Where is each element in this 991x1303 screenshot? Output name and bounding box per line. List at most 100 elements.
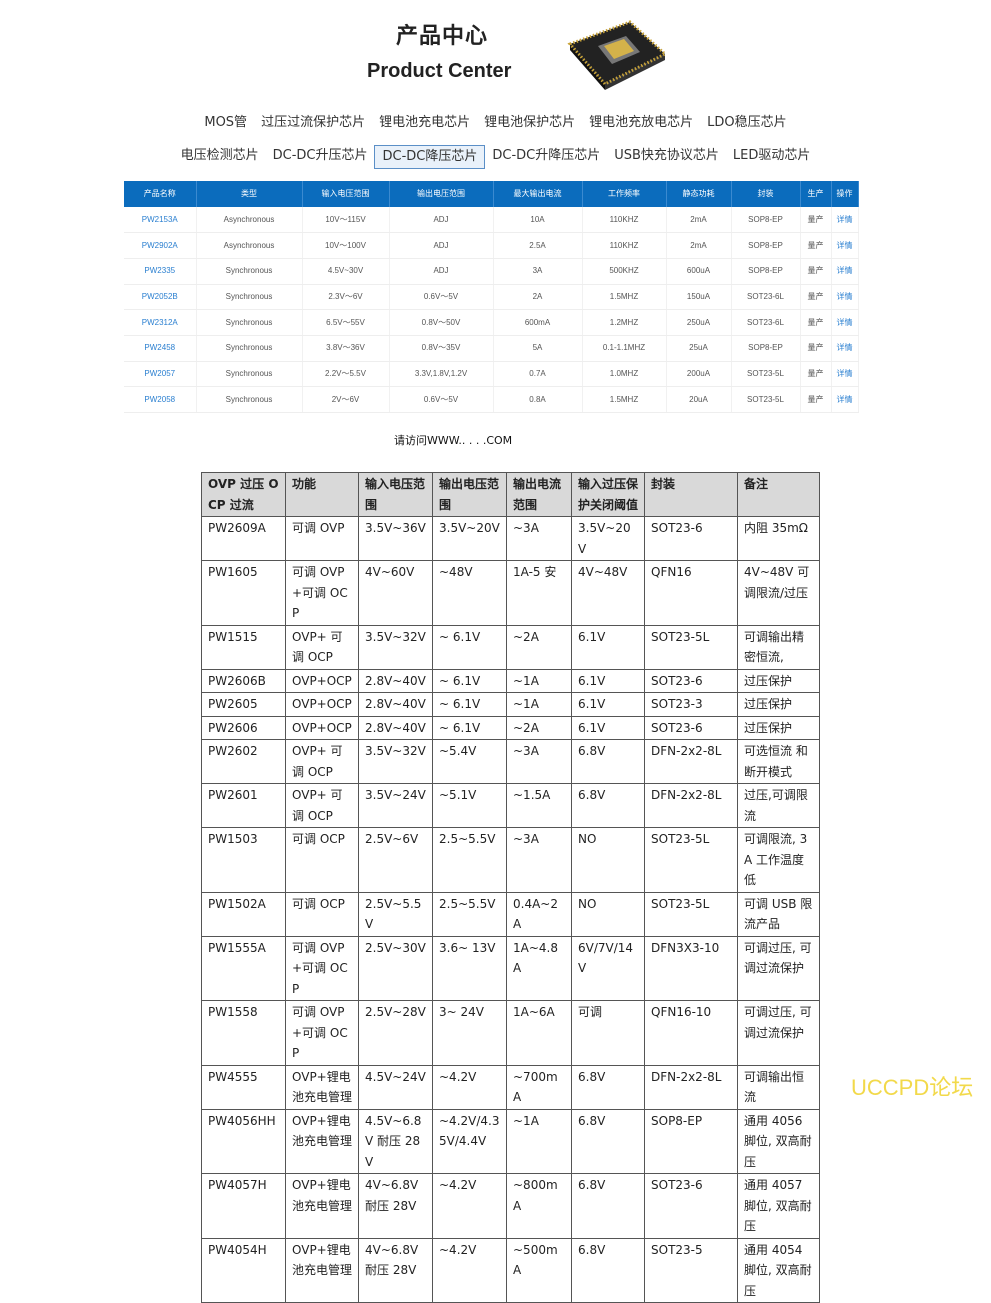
table-cell: 过压保护	[737, 715, 820, 740]
details-link[interactable]: 详情	[831, 361, 859, 388]
table-cell: 6.8V	[571, 1173, 645, 1239]
category-tab[interactable]: LED驱动芯片	[732, 148, 811, 163]
category-tab[interactable]: MOS管	[204, 115, 248, 130]
category-tab[interactable]: DC-DC降压芯片	[374, 145, 486, 169]
table-cell: 6.1V	[571, 668, 645, 693]
table-row: PW1503 可调 OCP 2.5V~6V 2.5~5.5V ~3A NO SOT23-5L…	[201, 827, 820, 893]
table-cell: ~800mA	[506, 1173, 572, 1239]
table-cell: 2.2V～5.5V	[302, 361, 390, 388]
table-cell: OVP+OCP	[285, 692, 359, 717]
table-cell: 可调 OVP+可调 OCP	[285, 935, 359, 1001]
product-link[interactable]: PW2902A	[124, 232, 197, 259]
product-link[interactable]: PW2458	[124, 335, 197, 362]
table-cell: 量产	[800, 232, 832, 259]
category-tab[interactable]: USB快充协议芯片	[614, 148, 719, 163]
table-cell: ~4.2V	[432, 1064, 507, 1110]
column-header: 生产	[800, 181, 832, 207]
category-tab[interactable]: LDO稳压芯片	[707, 115, 787, 130]
table-cell: 可调 USB 限流产品	[737, 891, 820, 937]
details-link[interactable]: 详情	[831, 207, 859, 234]
table-cell: 4.5V~24V	[358, 1064, 433, 1110]
table-cell: SOT23-6	[644, 715, 738, 740]
details-link[interactable]: 详情	[831, 284, 859, 311]
table-cell: ~ 6.1V	[432, 668, 507, 693]
table-row: PW1515 OVP+ 可调 OCP 3.5V~32V ~ 6.1V ~2A 6.1V SO…	[201, 624, 820, 670]
table-cell: 4.5V~6.8V 耐压 28V	[358, 1108, 433, 1174]
table-cell: PW1515	[201, 624, 286, 670]
table-cell: 3.3V,1.8V,1.2V	[389, 361, 494, 388]
table-cell: 600mA	[493, 309, 583, 336]
details-link[interactable]: 详情	[831, 386, 859, 413]
table-row: PW1502A 可调 OCP 2.5V~5.5V 2.5~5.5V 0.4A~2A NO S…	[201, 891, 820, 937]
table-row: PW2606 OVP+OCP 2.8V~40V ~ 6.1V ~2A 6.1V SOT23-…	[201, 715, 820, 740]
table-cell: SOP8-EP	[731, 258, 801, 285]
table-cell: SOT23-5L	[644, 624, 738, 670]
table-row: PW2153A Asynchronous 10V～115V ADJ 10A 110KHZ 2…	[124, 207, 859, 234]
table-cell: SOT23-6	[644, 668, 738, 693]
table-cell: OVP+OCP	[285, 715, 359, 740]
table-cell: 通用 4057 脚位, 双高耐压	[737, 1173, 820, 1239]
table-row: PW2602 OVP+ 可调 OCP 3.5V~32V ~5.4V ~3A 6.8V DFN…	[201, 739, 820, 784]
table-cell: 3.5V~32V	[358, 739, 433, 784]
table-cell: ~1A	[506, 692, 572, 717]
table-cell: 1A~6A	[506, 1000, 572, 1066]
table-row: PW2606B OVP+OCP 2.8V~40V ~ 6.1V ~1A 6.1V SOT23…	[201, 668, 820, 693]
table-cell: 2.5A	[493, 232, 583, 259]
table-cell: PW4056HH	[201, 1108, 286, 1174]
table-row: PW1558 可调 OVP+可调 OCP 2.5V~28V 3~ 24V 1A~6A 可调…	[201, 1000, 820, 1066]
table-row: PW1555A 可调 OVP+可调 OCP 2.5V~30V 3.6~ 13V 1A~4…	[201, 935, 820, 1001]
table-cell: PW1502A	[201, 891, 286, 937]
table-cell: PW4057H	[201, 1173, 286, 1239]
table-row: PW1605 可调 OVP+可调 OCP 4V~60V ~48V 1A-5 安 4V~48…	[201, 560, 820, 626]
product-link[interactable]: PW2058	[124, 386, 197, 413]
category-nav-row2: 电压检测芯片 DC-DC升压芯片 DC-DC降压芯片 DC-DC升降压芯片 USB快充协…	[0, 145, 991, 169]
table-cell: PW1605	[201, 560, 286, 626]
category-tab[interactable]: 锂电池保护芯片	[484, 115, 576, 130]
table-cell: SOT23-5L	[644, 891, 738, 937]
table-cell: 过压保护	[737, 692, 820, 717]
table-cell: 2.5V~30V	[358, 935, 433, 1001]
table-cell: PW2609A	[201, 516, 286, 561]
category-tab[interactable]: 锂电池充放电芯片	[589, 115, 694, 130]
table-cell: ~1A	[506, 1108, 572, 1174]
column-header: 操作	[831, 181, 859, 207]
table-cell: 4V~6.8V 耐压 28V	[358, 1173, 433, 1239]
details-link[interactable]: 详情	[831, 232, 859, 259]
table-cell: ~4.2V/4.35V/4.4V	[432, 1108, 507, 1174]
table-cell: OVP+ 可调 OCP	[285, 739, 359, 784]
details-link[interactable]: 详情	[831, 335, 859, 362]
table-row: PW4056HH OVP+锂电池充电管理 4.5V~6.8V 耐压 28V ~4.2V…	[201, 1108, 820, 1174]
product-link[interactable]: PW2052B	[124, 284, 197, 311]
product-link[interactable]: PW2057	[124, 361, 197, 388]
details-link[interactable]: 详情	[831, 309, 859, 336]
table-cell: SOP8-EP	[644, 1108, 738, 1174]
table-cell: 可调 OVP+可调 OCP	[285, 1000, 359, 1066]
table-cell: 2A	[493, 284, 583, 311]
table-cell: 量产	[800, 258, 832, 285]
table-cell: 量产	[800, 309, 832, 336]
product-link[interactable]: PW2335	[124, 258, 197, 285]
table-cell: Synchronous	[196, 335, 303, 362]
column-header: 封装	[731, 181, 801, 207]
table-cell: ADJ	[389, 258, 494, 285]
table-cell: 可调过压, 可调过流保护	[737, 935, 820, 1001]
table-cell: ~48V	[432, 560, 507, 626]
table-cell: 0.8V～35V	[389, 335, 494, 362]
table-cell: PW2606B	[201, 668, 286, 693]
table-cell: ADJ	[389, 207, 494, 234]
table-cell: ~ 6.1V	[432, 715, 507, 740]
table-cell: 3.5V~24V	[358, 783, 433, 828]
product-link[interactable]: PW2153A	[124, 207, 197, 234]
category-tab[interactable]: DC-DC升降压芯片	[492, 148, 601, 163]
category-tab[interactable]: 电压检测芯片	[180, 148, 259, 163]
table-cell: PW1558	[201, 1000, 286, 1066]
product-link[interactable]: PW2312A	[124, 309, 197, 336]
table-cell: 3A	[493, 258, 583, 285]
table-row: PW2601 OVP+ 可调 OCP 3.5V~24V ~5.1V ~1.5A 6.8V D…	[201, 783, 820, 828]
details-link[interactable]: 详情	[831, 258, 859, 285]
category-tab[interactable]: 过压过流保护芯片	[261, 115, 366, 130]
category-tab[interactable]: DC-DC升压芯片	[272, 148, 368, 163]
category-tab[interactable]: 锂电池充电芯片	[379, 115, 471, 130]
table-cell: 4V~6.8V 耐压 28V	[358, 1237, 433, 1303]
table-cell: SOT23-5	[644, 1237, 738, 1303]
